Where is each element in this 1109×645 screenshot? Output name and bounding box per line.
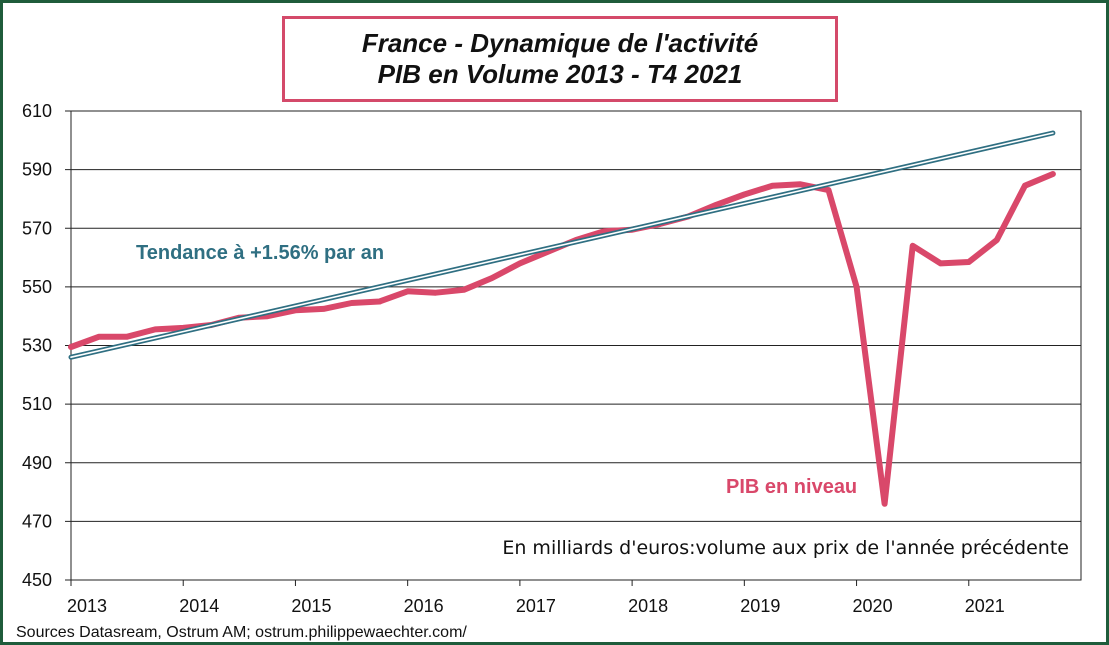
x-tick-label: 2018 — [628, 596, 668, 616]
gdp-annotation: PIB en niveau — [726, 476, 857, 498]
y-tick-label: 470 — [22, 511, 52, 531]
x-tick-label: 2015 — [291, 596, 331, 616]
chart-subtitle: PIB en Volume 2013 - T4 2021 — [377, 59, 743, 89]
x-tick-label: 2013 — [67, 596, 107, 616]
y-tick-label: 610 — [22, 101, 52, 121]
x-axis-ticks: 2013 2014 2015 2016 2017 2018 2019 2020 2021 — [67, 580, 1005, 616]
y-tick-label: 590 — [22, 160, 52, 180]
grid-lines — [71, 169, 1081, 522]
x-tick-label: 2019 — [740, 596, 780, 616]
chart-title: France - Dynamique de l'activité — [361, 28, 759, 58]
unit-note: En milliards d'euros:volume aux prix de … — [502, 537, 1069, 559]
y-tick-label: 510 — [22, 394, 52, 414]
title-box: France - Dynamique de l'activité PIB en … — [282, 16, 838, 102]
y-tick-label: 490 — [22, 453, 52, 473]
series-group — [68, 130, 1056, 507]
trend-annotation: Tendance à +1.56% par an — [136, 242, 384, 264]
x-tick-label: 2016 — [404, 596, 444, 616]
y-axis-ticks: 450 470 490 510 530 550 570 590 610 — [22, 101, 71, 590]
y-tick-label: 550 — [22, 277, 52, 297]
x-tick-label: 2020 — [853, 596, 893, 616]
x-tick-label: 2017 — [516, 596, 556, 616]
trend-series-line-inner — [70, 132, 1054, 359]
y-tick-label: 570 — [22, 218, 52, 238]
y-tick-label: 450 — [22, 570, 52, 590]
y-tick-label: 530 — [22, 336, 52, 356]
x-tick-label: 2014 — [179, 596, 219, 616]
x-tick-label: 2021 — [965, 596, 1005, 616]
source-note: Sources Datasream, Ostrum AM; ostrum.phi… — [16, 624, 467, 641]
gdp-series-line — [68, 171, 1056, 507]
